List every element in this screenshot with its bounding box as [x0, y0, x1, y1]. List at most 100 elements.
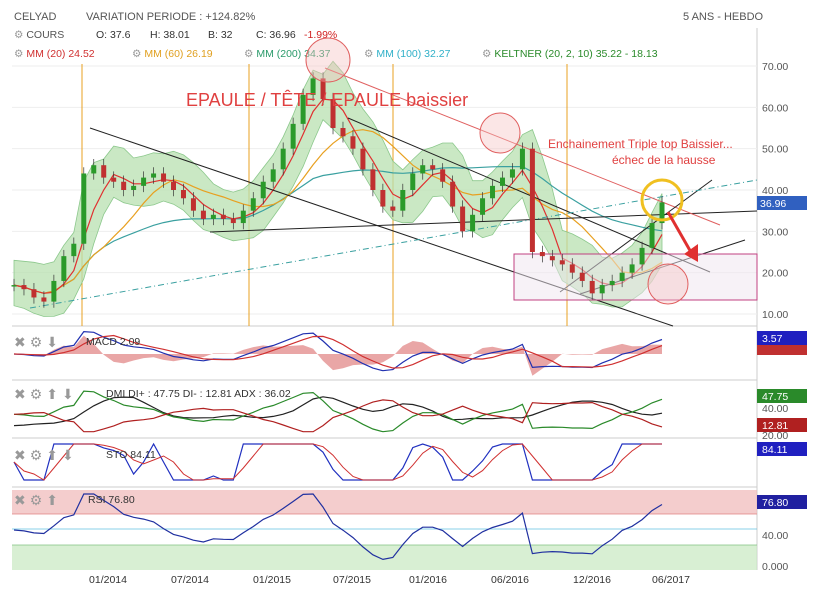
candle-body [300, 94, 306, 124]
candle-body [629, 264, 635, 273]
candle-body [599, 285, 605, 294]
legend-mm20-label: MM (20) 24.52 [26, 48, 95, 60]
last-price-label: 36.96 [760, 198, 786, 210]
x-tick-label: 06/2017 [652, 574, 690, 586]
legend-low: B: 32 [208, 29, 233, 41]
arrow-up-icon[interactable]: ⬆ [46, 386, 63, 402]
gear-icon[interactable]: ⚙ [29, 334, 47, 350]
legend-mm60-label: MM (60) 26.19 [144, 48, 213, 60]
gear-icon[interactable]: ⚙ [29, 492, 47, 508]
arrow-up-icon[interactable]: ⬆ [46, 492, 63, 508]
candle-body [180, 190, 186, 199]
gear-icon[interactable]: ⚙ [482, 48, 492, 60]
candle-body [589, 280, 595, 294]
candle-body [490, 185, 496, 199]
di-minus-line [13, 399, 663, 433]
price-axis: 70.00 60.00 50.00 40.00 30.00 20.00 10.00 [762, 61, 788, 321]
triple-top-annotation: Enchainement Triple top Baissier... [548, 137, 733, 151]
price-tick-label: 50.00 [762, 144, 788, 156]
candle-body [260, 181, 266, 199]
legend-mm100-label: MM (100) 32.27 [376, 48, 451, 60]
legend-mm100[interactable]: ⚙ MM (100) 32.27 [364, 48, 450, 60]
legend-close: C: 36.96 [256, 29, 296, 41]
sto-value: 84.11 [762, 444, 788, 456]
candle-body [450, 181, 456, 207]
candle-body [340, 128, 346, 137]
legend-mm20[interactable]: ⚙ MM (20) 24.52 [14, 48, 95, 60]
candle-body [250, 198, 256, 211]
legend-cours[interactable]: ⚙ COURS [14, 29, 64, 41]
gear-icon[interactable]: ⚙ [132, 48, 142, 60]
rsi-controls[interactable]: ✖⚙⬆ [14, 492, 62, 509]
dmi-minus-box [757, 418, 807, 432]
macd-controls[interactable]: ✖⚙⬇ [14, 334, 62, 351]
candle-body [390, 206, 396, 211]
candle-body [41, 297, 47, 302]
x-tick-label: 12/2016 [573, 574, 611, 586]
legend-open: O: 37.6 [96, 29, 131, 41]
legend-cours-label: COURS [26, 29, 65, 41]
target-circle [647, 263, 689, 305]
candle-body [470, 214, 476, 232]
candle-body [101, 165, 107, 178]
variation-label: VARIATION PERIODE : +124.82% [86, 11, 256, 23]
candle-body [220, 214, 226, 219]
candle-body [480, 198, 486, 215]
candle-body [200, 210, 206, 219]
candle-body [151, 173, 157, 178]
candle-body [171, 181, 177, 190]
gear-icon[interactable]: ⚙ [14, 29, 24, 41]
candle-body [270, 169, 276, 182]
candle-body [111, 177, 117, 182]
candle-body [569, 264, 575, 273]
candle-body [11, 285, 17, 287]
ticker-label: CELYAD [14, 11, 57, 23]
candle-body [320, 78, 326, 100]
price-tick-label: 70.00 [762, 61, 788, 73]
candle-body [370, 169, 376, 190]
triple-top-circle [640, 178, 684, 222]
period-label: 5 ANS - HEBDO [683, 11, 764, 23]
gear-icon[interactable]: ⚙ [29, 447, 47, 463]
dmi-panel [13, 390, 663, 433]
price-candles [11, 72, 665, 308]
arrow-down-icon[interactable]: ⬇ [62, 447, 78, 463]
legend-mm60[interactable]: ⚙ MM (60) 26.19 [132, 48, 213, 60]
range-box [513, 253, 758, 301]
dmi-plus-box [757, 389, 807, 403]
legend-mm200[interactable]: ⚙ MM (200) 34.37 [244, 48, 330, 60]
candle-body [190, 198, 196, 211]
x-tick-label: 07/2015 [333, 574, 371, 586]
candle-body [609, 280, 615, 286]
rsi-value: 76.80 [762, 497, 788, 509]
shoulder-circle-right [479, 112, 521, 154]
candle-body [51, 280, 57, 302]
candle-body [579, 272, 585, 281]
gear-icon[interactable]: ⚙ [14, 48, 24, 60]
candle-body [380, 190, 386, 207]
arrow-up-icon[interactable]: ⬆ [46, 447, 63, 463]
sto-controls[interactable]: ✖⚙⬆⬇ [14, 447, 78, 464]
candle-body [400, 190, 406, 211]
last-price-box [757, 196, 807, 210]
close-icon[interactable]: ✖ [14, 492, 30, 508]
close-icon[interactable]: ✖ [14, 447, 30, 463]
rsi-label: RSI 76.80 [88, 494, 135, 506]
close-icon[interactable]: ✖ [14, 386, 30, 402]
candle-body [161, 173, 167, 182]
candle-body [31, 289, 37, 298]
candle-body [290, 123, 296, 149]
close-icon[interactable]: ✖ [14, 334, 30, 350]
legend-keltner[interactable]: ⚙ KELTNER (20, 2, 10) 35.22 - 18.13 [482, 48, 658, 60]
gear-icon[interactable]: ⚙ [364, 48, 374, 60]
gear-icon[interactable]: ⚙ [244, 48, 254, 60]
rsi-overbought-zone [12, 490, 757, 514]
gear-icon[interactable]: ⚙ [29, 386, 47, 402]
arrow-down-icon[interactable]: ⬇ [46, 334, 63, 350]
arrow-down-icon[interactable]: ⬇ [62, 386, 78, 402]
dmi-controls[interactable]: ✖⚙⬆⬇ [14, 386, 78, 403]
candle-body [350, 136, 356, 149]
price-tick-label: 40.00 [762, 185, 788, 197]
candle-body [21, 285, 27, 290]
